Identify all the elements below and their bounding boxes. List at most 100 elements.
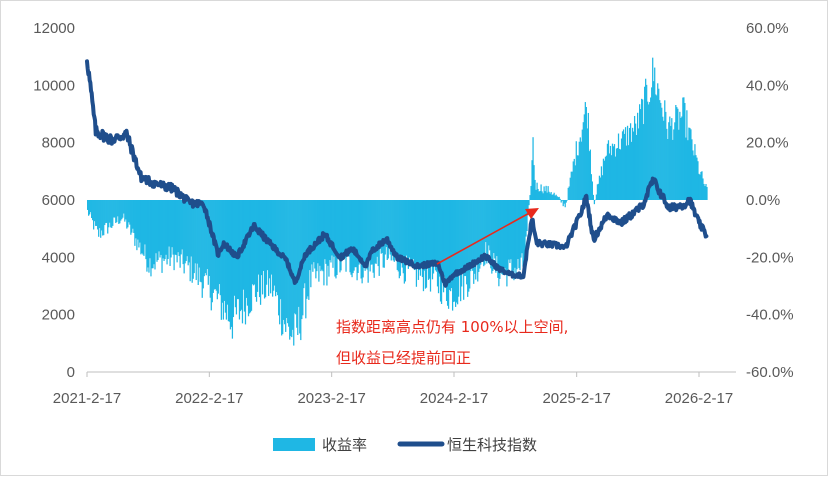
return-bar bbox=[658, 88, 660, 200]
y-left-tick-label: 8000 bbox=[42, 135, 75, 152]
return-bar bbox=[259, 200, 262, 305]
return-bar bbox=[655, 94, 657, 200]
return-bar bbox=[278, 200, 280, 316]
return-bar bbox=[691, 139, 693, 200]
return-bar bbox=[108, 200, 110, 228]
index-line bbox=[85, 59, 709, 288]
return-bar bbox=[427, 200, 430, 280]
return-bar bbox=[356, 200, 358, 281]
return-bar bbox=[623, 133, 626, 200]
return-bar bbox=[317, 200, 319, 264]
return-bar bbox=[525, 200, 527, 237]
return-bar bbox=[92, 200, 94, 221]
return-bar bbox=[341, 200, 343, 255]
return-bar bbox=[515, 200, 517, 275]
return-bar bbox=[493, 200, 495, 254]
return-bar bbox=[625, 145, 628, 200]
return-bar bbox=[579, 137, 581, 200]
y-right-tick-label: -40.0% bbox=[746, 307, 794, 324]
return-bar bbox=[645, 78, 647, 200]
return-bar bbox=[424, 200, 427, 289]
return-bar bbox=[147, 200, 149, 268]
return-bar bbox=[183, 200, 185, 274]
return-bar bbox=[180, 200, 182, 255]
return-bar bbox=[285, 200, 287, 332]
return-bar bbox=[394, 200, 396, 258]
return-bar bbox=[115, 200, 117, 223]
return-bar bbox=[443, 200, 446, 277]
return-bar bbox=[102, 200, 104, 236]
return-bar bbox=[634, 123, 637, 200]
return-bar bbox=[551, 194, 553, 200]
return-bar bbox=[418, 200, 421, 271]
return-bar bbox=[148, 200, 150, 273]
return-bar bbox=[438, 200, 441, 277]
return-bar bbox=[200, 200, 202, 283]
return-bar bbox=[594, 199, 597, 201]
index-line-layer bbox=[85, 59, 709, 288]
return-bar bbox=[304, 200, 306, 284]
return-bar bbox=[167, 200, 169, 259]
return-bar bbox=[393, 200, 395, 262]
return-bar bbox=[354, 200, 356, 268]
return-bar bbox=[121, 200, 123, 220]
return-bar bbox=[258, 200, 261, 298]
return-bar bbox=[379, 200, 381, 249]
return-bar bbox=[188, 200, 190, 263]
return-bar bbox=[391, 200, 393, 256]
return-bar bbox=[568, 186, 570, 200]
return-bar bbox=[670, 125, 672, 200]
return-bar bbox=[615, 148, 618, 200]
return-bar bbox=[560, 200, 562, 203]
return-bar bbox=[606, 143, 609, 200]
legend: 收益率 恒生科技指数 bbox=[273, 436, 537, 454]
return-bar bbox=[358, 200, 360, 265]
return-bar bbox=[366, 200, 368, 270]
return-bar bbox=[521, 200, 523, 254]
y-left-tick-label: 0 bbox=[67, 364, 75, 381]
annotation-line-1: 指数距离高点仍有 100%以上空间, bbox=[336, 318, 568, 336]
return-bar bbox=[613, 144, 616, 200]
return-bar bbox=[381, 200, 383, 253]
return-bar bbox=[164, 200, 166, 260]
return-bar bbox=[389, 200, 391, 255]
return-bar bbox=[223, 200, 225, 301]
return-bar bbox=[473, 200, 475, 284]
return-bar bbox=[616, 148, 619, 200]
return-bar bbox=[587, 112, 589, 200]
return-bar bbox=[415, 200, 418, 287]
return-bar bbox=[558, 196, 560, 200]
return-bar bbox=[233, 200, 236, 296]
arrow-shaft bbox=[436, 210, 534, 265]
return-bar bbox=[120, 200, 122, 221]
return-bar bbox=[220, 200, 222, 320]
return-bar bbox=[397, 200, 399, 272]
return-bar bbox=[632, 131, 635, 200]
return-bar bbox=[241, 200, 244, 324]
return-bar bbox=[600, 166, 603, 200]
return-bar bbox=[476, 200, 478, 262]
return-bar bbox=[264, 200, 267, 298]
return-bar bbox=[592, 194, 594, 200]
return-bar bbox=[591, 181, 593, 200]
return-bar bbox=[401, 200, 403, 268]
return-bar bbox=[412, 200, 415, 260]
return-bar bbox=[245, 200, 248, 298]
return-bar bbox=[292, 200, 294, 330]
return-bar bbox=[439, 200, 442, 302]
return-bar bbox=[113, 200, 115, 218]
return-bar bbox=[330, 200, 332, 263]
return-bar bbox=[576, 155, 578, 200]
return-bar bbox=[441, 200, 444, 276]
return-bar bbox=[267, 200, 270, 296]
return-bar bbox=[535, 189, 537, 200]
return-bar bbox=[185, 200, 187, 262]
return-bar bbox=[344, 200, 346, 259]
return-bar bbox=[363, 200, 365, 262]
return-bar bbox=[181, 200, 183, 250]
return-bar bbox=[475, 200, 477, 280]
return-bar bbox=[624, 127, 627, 200]
return-bar bbox=[386, 200, 388, 260]
return-bar bbox=[243, 200, 246, 312]
return-bar bbox=[633, 115, 636, 200]
